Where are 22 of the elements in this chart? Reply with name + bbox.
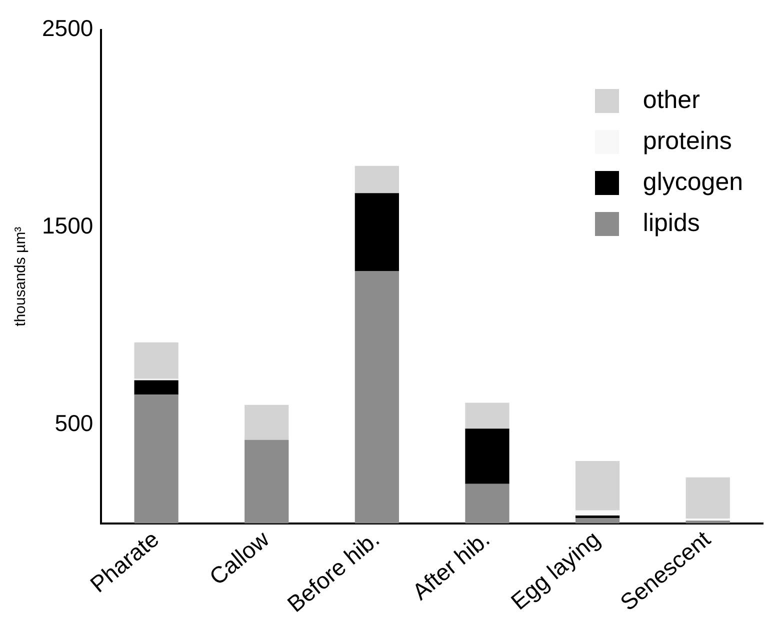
bar xyxy=(354,166,399,194)
y-tick-label: 1500 xyxy=(42,212,94,239)
y-tick-label: 2500 xyxy=(42,15,94,42)
y-axis-title: thousands µm³ xyxy=(12,226,30,326)
legend-label: other xyxy=(642,86,700,115)
bar xyxy=(354,193,399,272)
bar xyxy=(465,402,510,429)
bar xyxy=(686,477,730,519)
y-tick-label: 500 xyxy=(54,410,94,436)
legend-label: proteins xyxy=(642,127,732,156)
bar xyxy=(134,380,178,395)
bar xyxy=(134,342,178,379)
bar xyxy=(465,484,510,524)
bar xyxy=(686,520,730,524)
legend-label: lipids xyxy=(642,209,700,238)
bar xyxy=(134,394,178,524)
bar xyxy=(465,428,510,484)
bar xyxy=(354,271,399,524)
bar xyxy=(244,440,289,524)
bar xyxy=(575,518,620,524)
bar xyxy=(244,404,289,440)
legend-label: glycogen xyxy=(642,168,743,197)
